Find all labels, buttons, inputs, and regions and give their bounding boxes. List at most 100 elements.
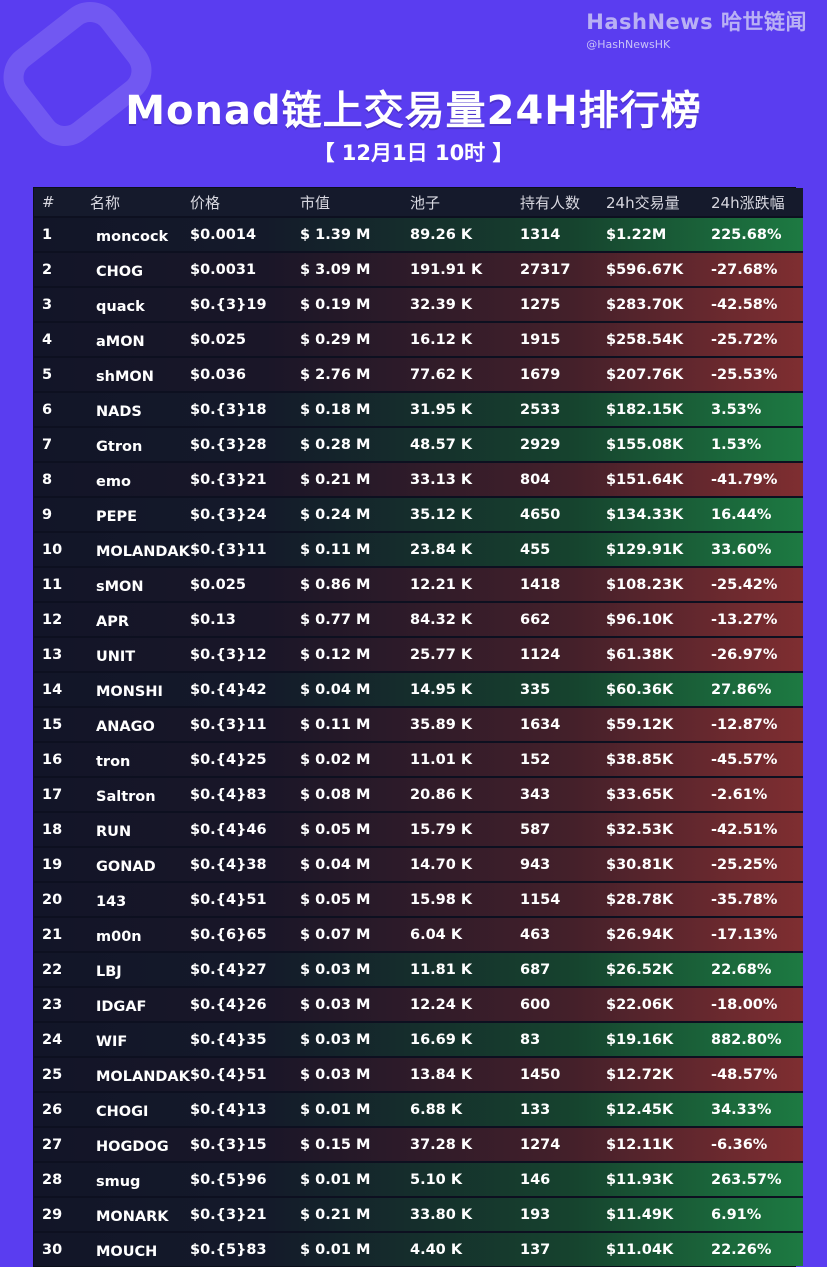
brand-name: HashNews 哈世链闻 (586, 10, 807, 34)
cell-market-cap: $ 0.04 M (300, 846, 410, 882)
cell-market-cap: $ 0.21 M (300, 1196, 410, 1232)
cell-volume: $96.10K (606, 601, 711, 637)
cell-market-cap: $ 0.28 M (300, 426, 410, 462)
cell-volume: $26.52K (606, 951, 711, 987)
cell-price: $0.{5}83 (190, 1231, 300, 1266)
table-row: 19 GONAD $0.{4}38 $ 0.04 M 14.70 K 943 $30.81K… (34, 846, 803, 882)
cell-pool: 32.39 K (410, 286, 520, 322)
cell-change: -26.97% (711, 636, 803, 672)
cell-holders: 943 (520, 846, 606, 882)
table-row: 23 IDGAF $0.{4}26 $ 0.03 M 12.24 K 600 $22.06K… (34, 986, 803, 1022)
cell-price: $0.{3}24 (190, 496, 300, 532)
cell-price: $0.025 (190, 566, 300, 602)
table-row: 4 aMON $0.025 $ 0.29 M 16.12 K 1915 $258.54K -2… (34, 321, 803, 357)
table-row: 22 LBJ $0.{4}27 $ 0.03 M 11.81 K 687 $26.52K 22… (34, 951, 803, 987)
column-header-volume: 24h交易量 (606, 188, 711, 217)
cell-rank: 7 (34, 426, 90, 462)
cell-price: $0.{3}19 (190, 286, 300, 322)
cell-market-cap: $ 0.11 M (300, 706, 410, 742)
cell-rank: 1 (34, 216, 90, 252)
table-row: 17 Saltron $0.{4}83 $ 0.08 M 20.86 K 343 $33.6… (34, 776, 803, 812)
cell-name: GONAD (90, 846, 190, 882)
cell-price: $0.0031 (190, 251, 300, 287)
cell-pool: 11.01 K (410, 741, 520, 777)
cell-rank: 19 (34, 846, 90, 882)
table-row: 2 CHOG $0.0031 $ 3.09 M 191.91 K 27317 $596.67… (34, 251, 803, 287)
cell-market-cap: $ 0.11 M (300, 531, 410, 567)
cell-change: 263.57% (711, 1161, 803, 1197)
cell-change: -25.42% (711, 566, 803, 602)
column-header-change: 24h涨跌幅 (711, 188, 803, 217)
brand-block: HashNews 哈世链闻 @HashNewsHK (586, 6, 807, 51)
cell-price: $0.{4}38 (190, 846, 300, 882)
cell-holders: 1275 (520, 286, 606, 322)
cell-price: $0.{4}35 (190, 1021, 300, 1057)
column-header-price: 价格 (190, 188, 300, 217)
cell-pool: 37.28 K (410, 1126, 520, 1162)
cell-change: -6.36% (711, 1126, 803, 1162)
table-row: 16 tron $0.{4}25 $ 0.02 M 11.01 K 152 $38.85K -… (34, 741, 803, 777)
cell-market-cap: $ 0.12 M (300, 636, 410, 672)
table-row: 5 shMON $0.036 $ 2.76 M 77.62 K 1679 $207.76K -… (34, 356, 803, 392)
cell-holders: 687 (520, 951, 606, 987)
cell-price: $0.036 (190, 356, 300, 392)
cell-pool: 25.77 K (410, 636, 520, 672)
cell-holders: 1124 (520, 636, 606, 672)
cell-market-cap: $ 0.01 M (300, 1091, 410, 1127)
cell-volume: $11.04K (606, 1231, 711, 1266)
cell-change: -25.25% (711, 846, 803, 882)
cell-pool: 4.40 K (410, 1231, 520, 1266)
cell-name: NADS (90, 391, 190, 427)
cell-rank: 18 (34, 811, 90, 847)
cell-rank: 26 (34, 1091, 90, 1127)
cell-market-cap: $ 0.19 M (300, 286, 410, 322)
cell-rank: 14 (34, 671, 90, 707)
cell-change: -25.53% (711, 356, 803, 392)
cell-price: $0.{4}13 (190, 1091, 300, 1127)
ranking-table: # 名称 价格 市值 池子 持有人数 24h交易量 24h涨跌幅 1 moncoc… (34, 188, 803, 1266)
cell-change: 33.60% (711, 531, 803, 567)
table-row: 7 Gtron $0.{3}28 $ 0.28 M 48.57 K 2929 $155.08… (34, 426, 803, 462)
cell-market-cap: $ 0.02 M (300, 741, 410, 777)
table-row: 24 WIF $0.{4}35 $ 0.03 M 16.69 K 83 $19.16K 882… (34, 1021, 803, 1057)
cell-pool: 35.89 K (410, 706, 520, 742)
cell-name: 143 (90, 881, 190, 917)
page-subtitle-date: 【 12月1日 10时 】 (313, 141, 514, 165)
cell-holders: 804 (520, 461, 606, 497)
cell-name: RUN (90, 811, 190, 847)
cell-rank: 2 (34, 251, 90, 287)
cell-price: $0.{4}42 (190, 671, 300, 707)
table-row: 18 RUN $0.{4}46 $ 0.05 M 15.79 K 587 $32.53K -4… (34, 811, 803, 847)
cell-change: 27.86% (711, 671, 803, 707)
cell-name: MOLANDAK (90, 531, 190, 567)
cell-volume: $22.06K (606, 986, 711, 1022)
cell-market-cap: $ 0.07 M (300, 916, 410, 952)
cell-volume: $12.72K (606, 1056, 711, 1092)
cell-rank: 27 (34, 1126, 90, 1162)
page-title: Monad链上交易量24H排行榜 (125, 88, 702, 134)
cell-price: $0.0014 (190, 216, 300, 252)
cell-name: emo (90, 461, 190, 497)
cell-pool: 191.91 K (410, 251, 520, 287)
cell-holders: 1154 (520, 881, 606, 917)
cell-volume: $11.49K (606, 1196, 711, 1232)
cell-holders: 1679 (520, 356, 606, 392)
cell-rank: 10 (34, 531, 90, 567)
cell-volume: $108.23K (606, 566, 711, 602)
cell-name: ANAGO (90, 706, 190, 742)
table-body: 1 moncock $0.0014 $ 1.39 M 89.26 K 1314 $1.22M… (34, 216, 803, 1266)
cell-volume: $26.94K (606, 916, 711, 952)
cell-name: quack (90, 286, 190, 322)
table-row: 27 HOGDOG $0.{3}15 $ 0.15 M 37.28 K 1274 $12.1… (34, 1126, 803, 1162)
cell-change: 1.53% (711, 426, 803, 462)
table-row: 15 ANAGO $0.{3}11 $ 0.11 M 35.89 K 1634 $59.12… (34, 706, 803, 742)
cell-pool: 6.04 K (410, 916, 520, 952)
cell-pool: 12.24 K (410, 986, 520, 1022)
cell-volume: $596.67K (606, 251, 711, 287)
cell-price: $0.{4}46 (190, 811, 300, 847)
cell-price: $0.{3}15 (190, 1126, 300, 1162)
table-row: 1 moncock $0.0014 $ 1.39 M 89.26 K 1314 $1.22M… (34, 216, 803, 252)
column-header-rank: # (34, 188, 90, 217)
cell-name: MONSHI (90, 671, 190, 707)
cell-holders: 662 (520, 601, 606, 637)
